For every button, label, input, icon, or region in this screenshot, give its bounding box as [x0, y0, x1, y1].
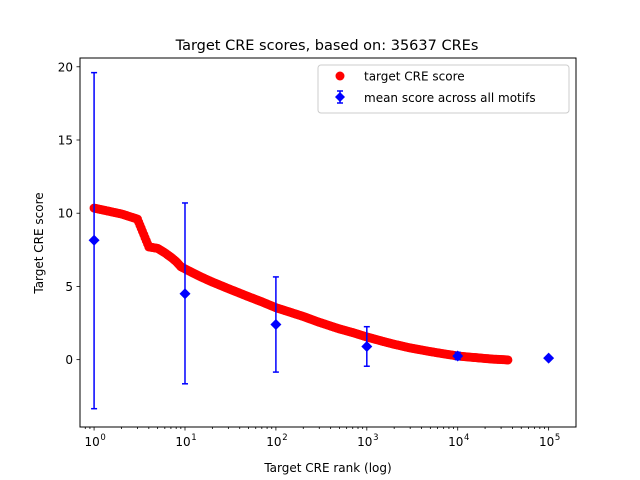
x-tick-label: 10 — [448, 435, 463, 449]
x-tick-label-exponent: 2 — [282, 433, 287, 443]
x-axis-label: Target CRE rank (log) — [263, 461, 391, 475]
data-point-mean-score — [179, 288, 190, 299]
x-tick-label-exponent: 5 — [555, 433, 560, 443]
x-tick-label: 10 — [84, 435, 99, 449]
x-tick-label: 10 — [266, 435, 281, 449]
x-tick-label: 10 — [539, 435, 554, 449]
x-tick-label-exponent: 4 — [464, 433, 469, 443]
data-point-mean-score — [270, 319, 281, 330]
x-tick-label-exponent: 1 — [191, 433, 196, 443]
legend-label-target-cre-score: target CRE score — [364, 70, 465, 84]
y-axis-label: Target CRE score — [32, 192, 46, 294]
x-tick-label-exponent: 0 — [100, 433, 105, 443]
x-tick-label: 10 — [357, 435, 372, 449]
plot-marks — [89, 73, 555, 409]
data-point-mean-score — [543, 353, 554, 364]
legend-marker-target-cre-score — [336, 72, 345, 81]
x-tick-label-exponent: 3 — [373, 433, 378, 443]
chart-title: Target CRE scores, based on: 35637 CREs — [175, 38, 479, 54]
y-tick-label: 10 — [58, 207, 73, 221]
legend-label-mean-score: mean score across all motifs — [364, 91, 536, 105]
data-point-target-cre-score — [503, 355, 512, 364]
y-axis-ticks: 0 5 10 15 20 — [58, 60, 80, 367]
y-tick-label: 0 — [65, 353, 73, 367]
x-tick-label: 10 — [175, 435, 190, 449]
y-tick-label: 5 — [65, 280, 73, 294]
y-tick-label: 15 — [58, 134, 73, 148]
x-axis-ticks: 10 0 10 1 10 2 10 3 10 4 10 5 — [84, 427, 560, 449]
data-point-mean-score — [89, 235, 100, 246]
legend: target CRE score mean score across all m… — [318, 65, 569, 113]
y-tick-label: 20 — [58, 60, 73, 74]
